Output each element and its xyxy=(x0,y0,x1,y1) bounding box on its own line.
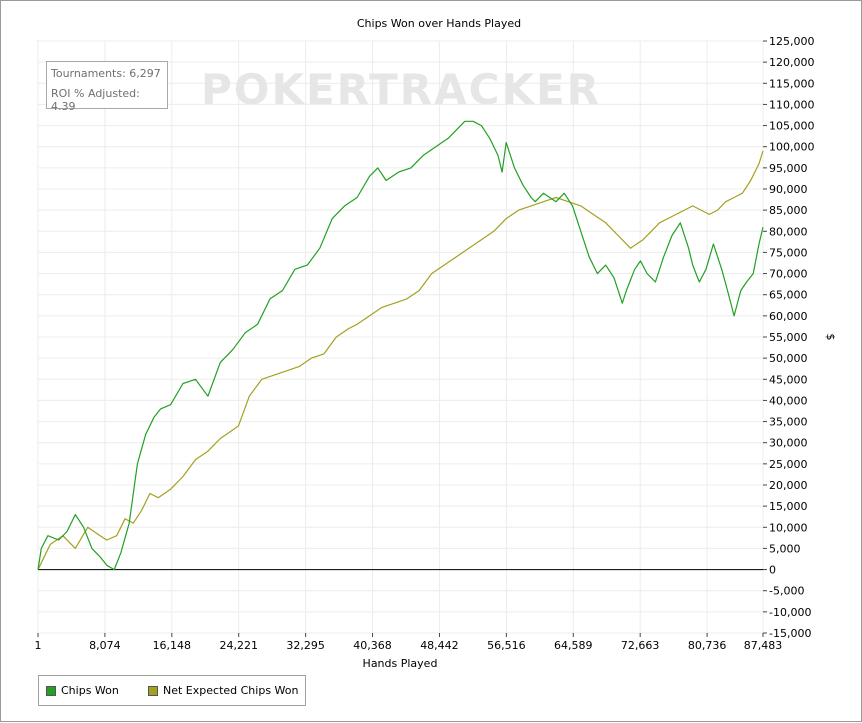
stats-box: Tournaments: 6,297 ROI % Adjusted: 4.39 xyxy=(46,61,168,113)
y-tick-label: 80,000 xyxy=(769,225,808,238)
legend-item-net-expected: Net Expected Chips Won xyxy=(148,684,298,697)
x-axis: 1 8,074 16,148 24,221 32,295 40,368 48,442 56,5… xyxy=(35,633,783,652)
x-tick-label: 72,663 xyxy=(621,639,660,652)
y-tick-label: 85,000 xyxy=(769,204,808,217)
y-tick-label: 90,000 xyxy=(769,183,808,196)
y-tick-label: 65,000 xyxy=(769,289,808,302)
series-net-expected-chips-won xyxy=(37,150,764,570)
y-tick-label: 110,000 xyxy=(769,98,815,111)
y-tick-label: 10,000 xyxy=(769,521,808,534)
y-tick-label: 35,000 xyxy=(769,416,808,429)
x-tick-label: 40,368 xyxy=(353,639,392,652)
gridlines xyxy=(37,40,764,634)
y-tick-label: 115,000 xyxy=(769,77,815,90)
y-tick-label: -15,000 xyxy=(769,627,811,640)
y-tick-label: 95,000 xyxy=(769,162,808,175)
x-tick-label: 56,516 xyxy=(487,639,526,652)
x-tick-label: 1 xyxy=(35,639,42,652)
y-tick-label: 55,000 xyxy=(769,331,808,344)
legend-label: Net Expected Chips Won xyxy=(163,684,299,697)
y-tick-label: 125,000 xyxy=(769,35,815,48)
legend-swatch-green xyxy=(46,685,56,696)
y-tick-label: 120,000 xyxy=(769,56,815,69)
y-axis: 125,000 120,000 115,000 110,000 105,000 100,0… xyxy=(763,35,815,640)
y-tick-label: 60,000 xyxy=(769,310,808,323)
y-tick-label: -10,000 xyxy=(769,606,811,619)
legend: Chips Won Net Expected Chips Won xyxy=(38,675,306,706)
legend-label: Chips Won xyxy=(61,684,119,697)
x-axis-label: Hands Played xyxy=(363,657,438,670)
y-tick-label: -5,000 xyxy=(769,585,804,598)
y-axis-label: $ xyxy=(824,334,837,341)
y-tick-label: 5,000 xyxy=(769,542,801,555)
y-tick-label: 0 xyxy=(769,564,776,577)
series-chips-won xyxy=(37,120,764,571)
legend-swatch-olive xyxy=(148,685,158,696)
y-tick-label: 70,000 xyxy=(769,268,808,281)
y-tick-label: 50,000 xyxy=(769,352,808,365)
x-tick-label: 16,148 xyxy=(153,639,192,652)
x-tick-label: 32,295 xyxy=(286,639,325,652)
roi-stat: ROI % Adjusted: 4.39 xyxy=(51,87,140,113)
y-tick-label: 30,000 xyxy=(769,437,808,450)
y-tick-label: 15,000 xyxy=(769,500,808,513)
y-tick-label: 45,000 xyxy=(769,373,808,386)
legend-item-chips-won: Chips Won xyxy=(46,684,119,697)
y-tick-label: 100,000 xyxy=(769,141,815,154)
x-tick-label: 8,074 xyxy=(89,639,121,652)
x-tick-label: 80,736 xyxy=(688,639,727,652)
y-tick-label: 75,000 xyxy=(769,246,808,259)
x-tick-label: 87,483 xyxy=(744,639,783,652)
watermark-logo: POKERTRACKER xyxy=(201,65,601,114)
series-layer xyxy=(37,120,764,571)
y-tick-label: 25,000 xyxy=(769,458,808,471)
y-tick-label: 105,000 xyxy=(769,120,815,133)
chart-title: Chips Won over Hands Played xyxy=(357,17,521,30)
y-tick-label: 40,000 xyxy=(769,394,808,407)
y-tick-label: 20,000 xyxy=(769,479,808,492)
x-tick-label: 48,442 xyxy=(420,639,459,652)
x-tick-label: 24,221 xyxy=(219,639,258,652)
x-tick-label: 64,589 xyxy=(554,639,593,652)
tournaments-stat: Tournaments: 6,297 xyxy=(51,67,161,80)
